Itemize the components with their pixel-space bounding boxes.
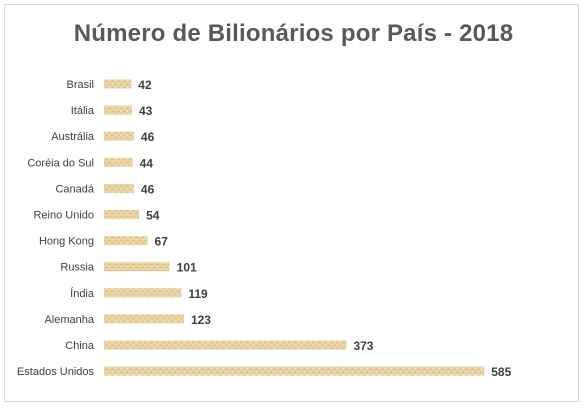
category-label: China: [65, 340, 95, 352]
chart-title: Número de Bilionários por País - 2018: [73, 20, 514, 47]
data-label: 119: [188, 287, 208, 301]
bar: [104, 288, 182, 298]
data-label: 46: [141, 130, 155, 144]
bar: [104, 157, 133, 167]
category-label: Hong Kong: [39, 236, 94, 248]
bar: [104, 131, 134, 141]
data-label: 42: [138, 78, 152, 92]
data-label: 123: [191, 313, 211, 327]
data-label: 585: [491, 365, 511, 379]
category-label: Alemanha: [44, 314, 94, 326]
category-label: Russia: [60, 262, 95, 274]
bar: [104, 366, 485, 376]
data-label: 44: [140, 156, 154, 170]
bar: [104, 183, 134, 193]
category-label: Itália: [71, 105, 95, 117]
data-label: 101: [177, 261, 197, 275]
data-label: 54: [146, 209, 160, 223]
data-label: 43: [139, 104, 153, 118]
data-label: 373: [353, 339, 373, 353]
bar: [104, 79, 132, 89]
chart-frame: [4, 4, 579, 402]
data-label: 46: [141, 182, 155, 196]
category-label: Coréia do Sul: [27, 157, 94, 169]
bar: [104, 314, 184, 324]
bar: [104, 105, 132, 115]
data-labels: 42 43 46 44 46 54 67 101 119 123 373 585: [138, 78, 511, 379]
category-label: Austrália: [51, 131, 95, 143]
category-label: Brasil: [66, 79, 94, 91]
category-axis-labels: Brasil Itália Austrália Coréia do Sul Canadá…: [17, 79, 95, 378]
category-label: Índia: [70, 287, 95, 300]
bar: [104, 236, 148, 246]
bar: [104, 340, 347, 350]
category-label: Estados Unidos: [17, 366, 95, 378]
bars: [104, 79, 485, 376]
bar: [104, 262, 170, 272]
data-label: 67: [155, 235, 169, 249]
bar: [104, 210, 140, 219]
category-label: Canadá: [55, 183, 94, 195]
category-label: Reino Unido: [33, 210, 94, 222]
